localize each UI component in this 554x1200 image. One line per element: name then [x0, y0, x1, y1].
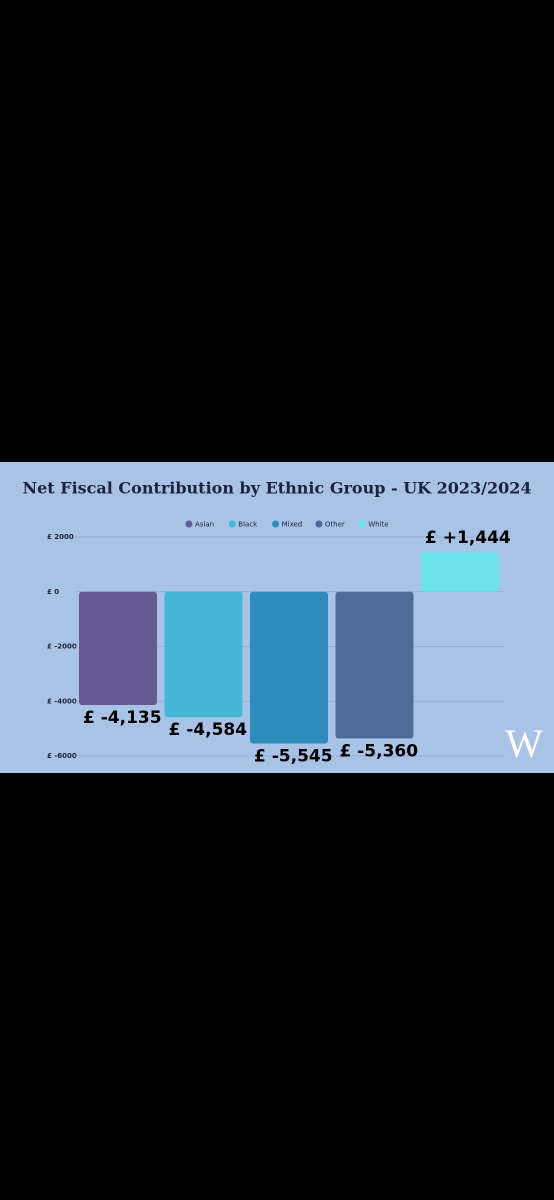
legend-swatch — [315, 520, 323, 528]
bar — [164, 591, 243, 718]
value-label: £ -4,135 — [83, 708, 162, 728]
legend-label: Black — [238, 521, 258, 529]
y-tick-label: £ 0 — [47, 588, 59, 596]
legend-swatch — [228, 520, 236, 528]
bar — [335, 591, 414, 739]
value-label: £ +1,444 — [425, 528, 511, 548]
bar — [421, 552, 499, 592]
legend-swatch — [358, 520, 366, 528]
chart-title: Net Fiscal Contribution by Ethnic Group … — [22, 479, 531, 498]
legend-label: Asian — [195, 521, 214, 529]
legend-swatch — [272, 520, 280, 528]
bar — [79, 591, 157, 705]
legend-swatch — [185, 520, 193, 528]
legend-label: Mixed — [282, 521, 303, 529]
logo: W — [505, 721, 543, 766]
legend-label: White — [368, 521, 388, 529]
y-tick-label: £ -6000 — [47, 752, 77, 760]
y-tick-label: £ -2000 — [47, 643, 77, 651]
bar — [250, 591, 328, 744]
y-tick-label: £ -4000 — [47, 697, 77, 705]
y-tick-label: £ 2000 — [47, 533, 74, 541]
value-label: £ -5,545 — [254, 747, 333, 767]
value-label: £ -4,584 — [169, 720, 248, 740]
legend-label: Other — [325, 521, 345, 529]
value-label: £ -5,360 — [340, 741, 419, 761]
